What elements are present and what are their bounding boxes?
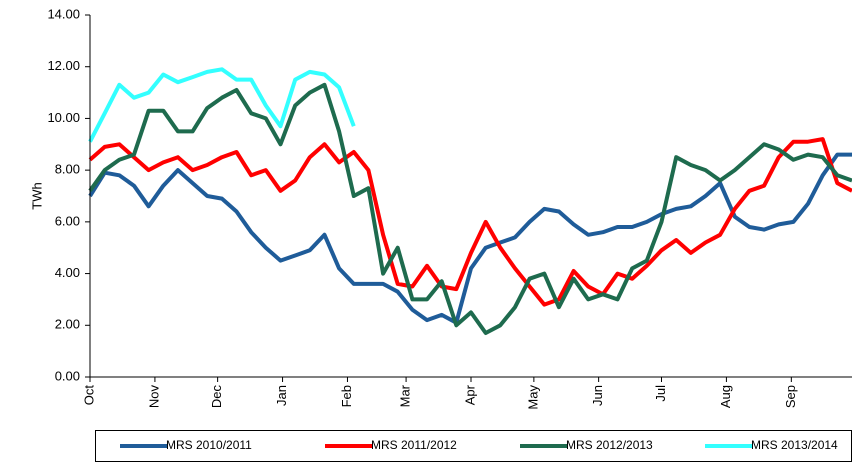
series-line <box>88 137 852 307</box>
series-line <box>88 152 852 325</box>
x-tick-label: Aug <box>718 385 733 408</box>
y-tick-label: 14.00 <box>47 6 80 21</box>
y-axis-label: TWh <box>29 182 44 209</box>
series-line <box>88 82 852 335</box>
x-tick-label: Nov <box>146 385 161 409</box>
x-tick-label: May <box>525 385 540 410</box>
x-tick-label: Jun <box>590 385 605 406</box>
x-tick-label: Apr <box>462 384 477 405</box>
x-tick-label: Feb <box>339 385 354 407</box>
legend-label: MRS 2013/2014 <box>751 438 838 452</box>
series-line <box>88 67 356 143</box>
x-tick-label: Dec <box>209 385 224 409</box>
x-tick-label: Jul <box>653 385 668 402</box>
y-tick-label: 12.00 <box>47 58 80 73</box>
x-tick-label: Sep <box>783 385 798 408</box>
y-tick-label: 10.00 <box>47 110 80 125</box>
y-tick-label: 0.00 <box>55 368 80 383</box>
legend-label: MRS 2010/2011 <box>166 438 252 452</box>
y-tick-label: 6.00 <box>55 213 80 228</box>
y-tick-label: 2.00 <box>55 317 80 332</box>
y-tick-label: 4.00 <box>55 265 80 280</box>
x-tick-label: Mar <box>398 384 413 407</box>
legend-label: MRS 2011/2012 <box>371 438 457 452</box>
y-tick-label: 8.00 <box>55 162 80 177</box>
x-tick-label: Oct <box>81 385 96 406</box>
legend-label: MRS 2012/2013 <box>566 438 653 452</box>
x-tick-label: Jan <box>274 385 289 406</box>
